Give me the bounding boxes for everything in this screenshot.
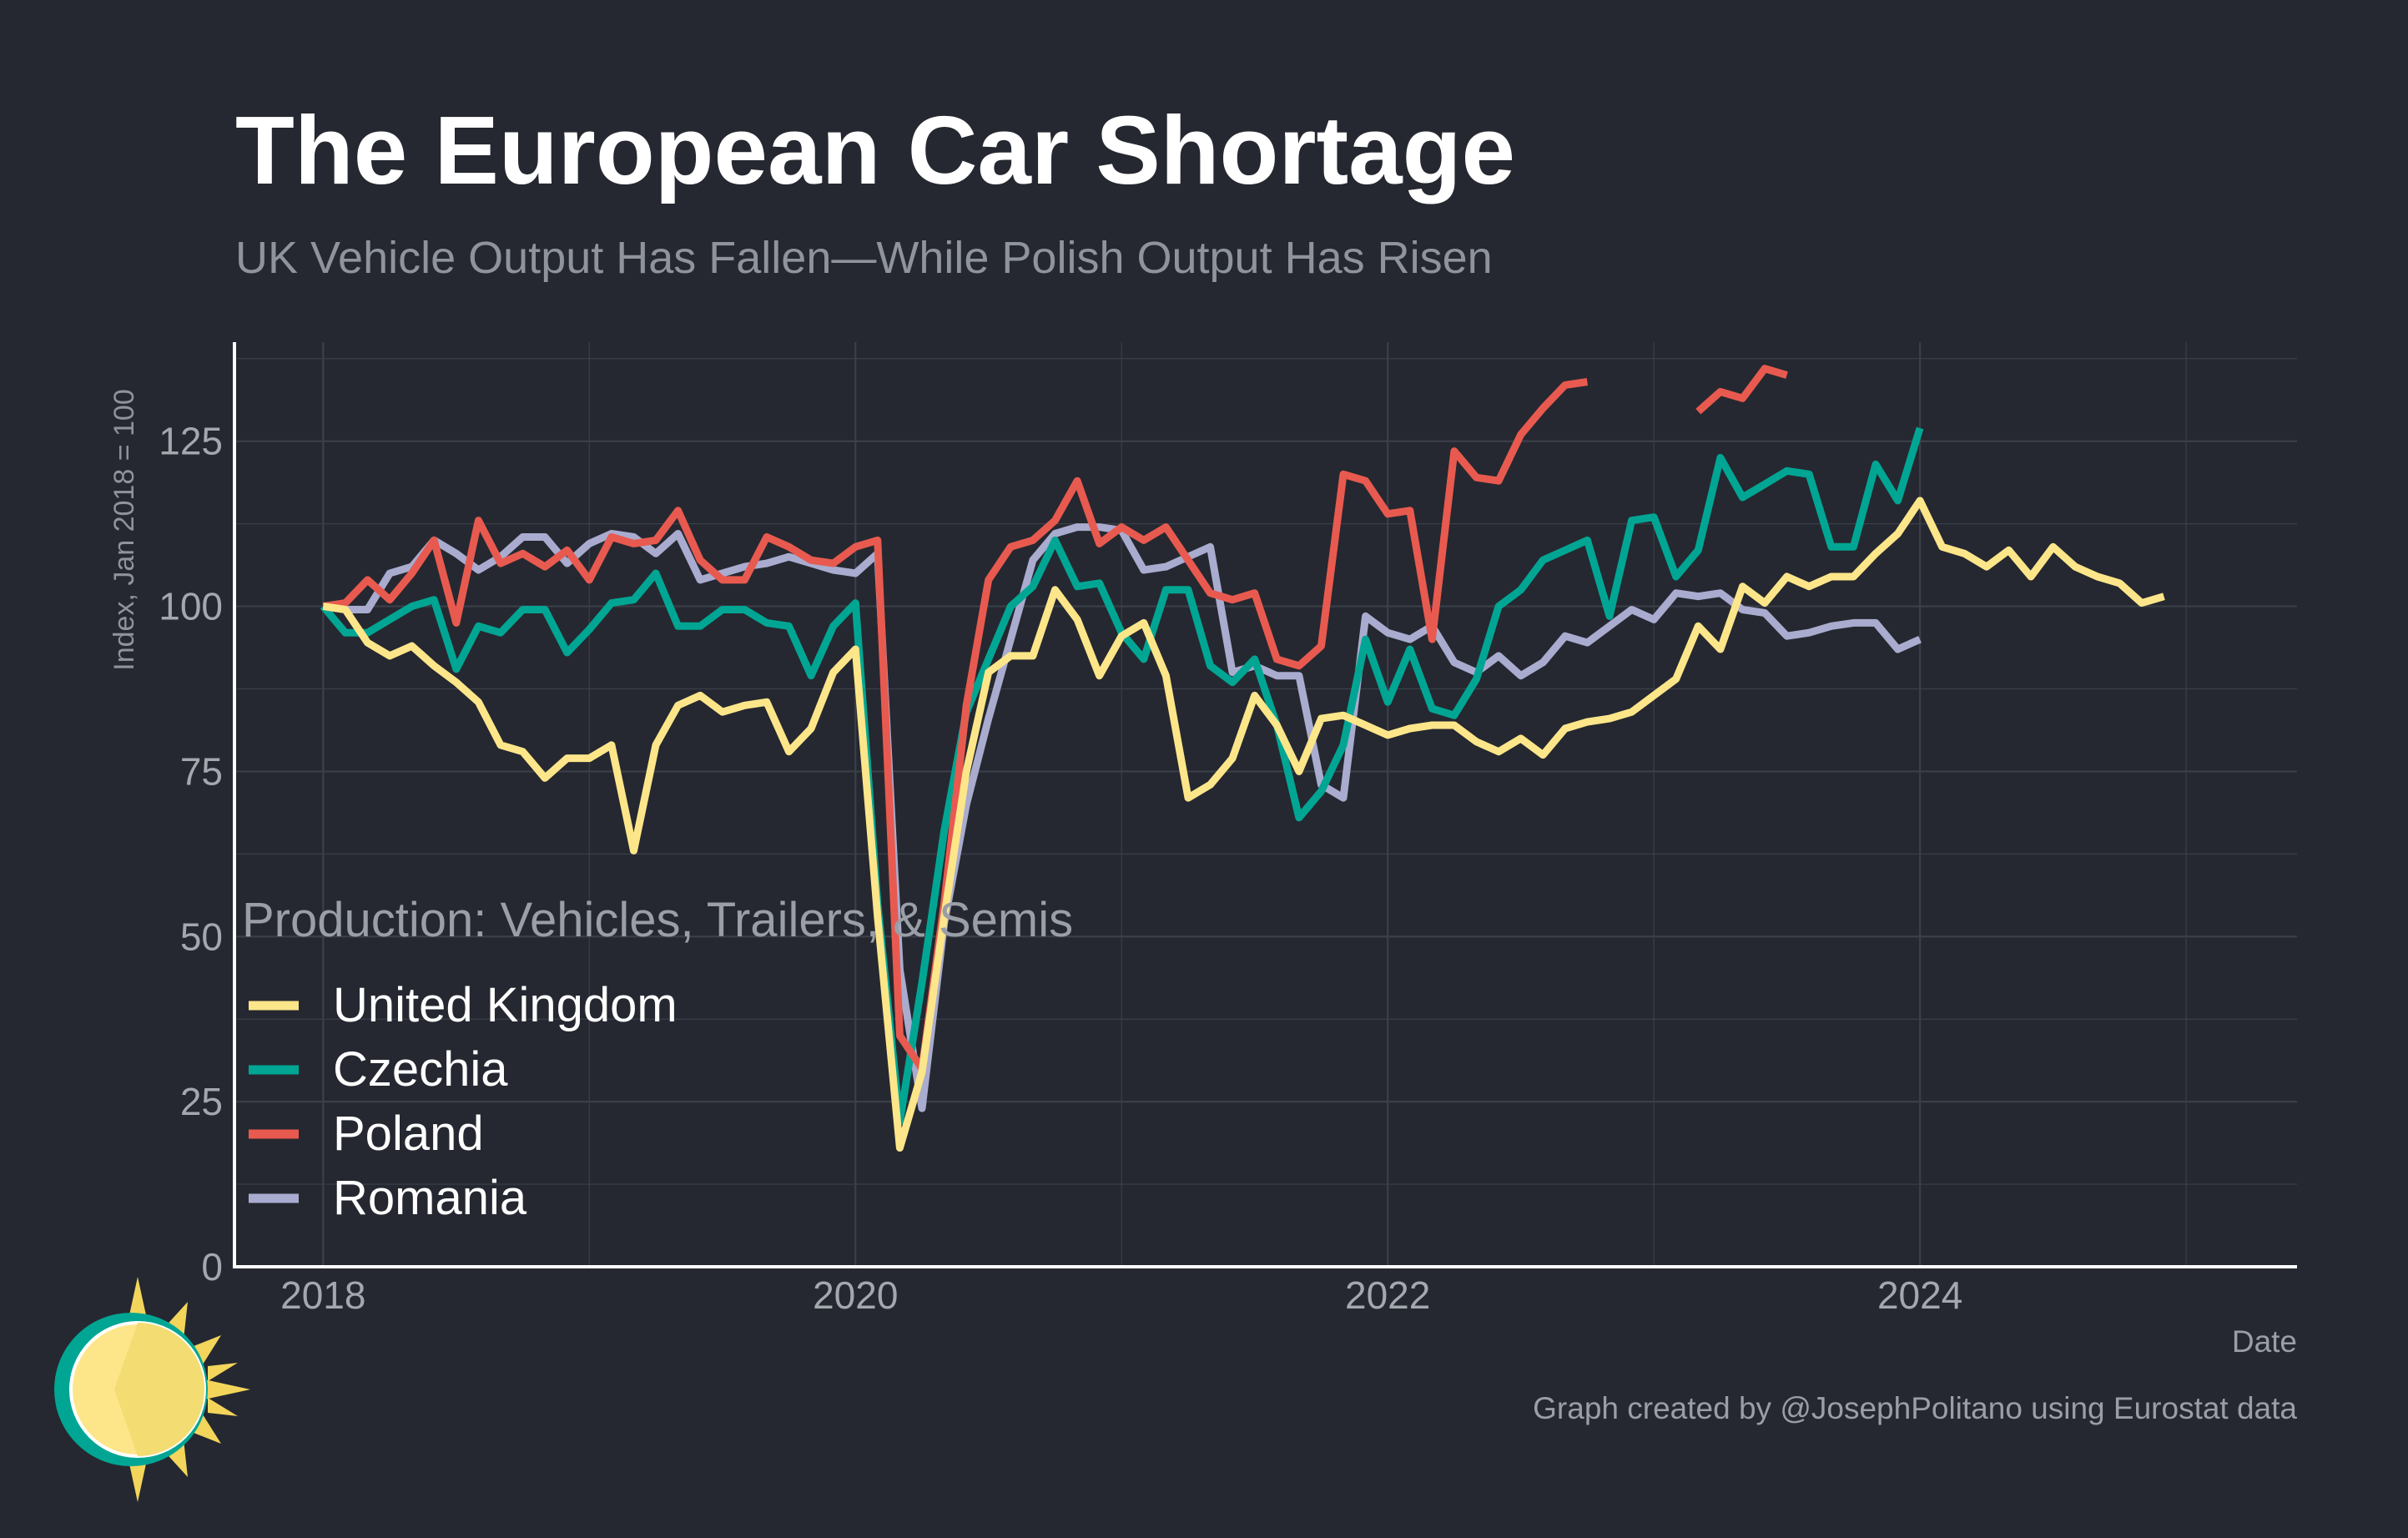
legend-label-united-kingdom: United Kingdom xyxy=(333,978,678,1032)
y-tick-label: 0 xyxy=(201,1245,223,1288)
chart-subtitle: UK Vehicle Output Has Fallen—While Polis… xyxy=(235,233,1493,283)
axis-ticks: 0 25 50 75 100 125 2018 2020 2022 2024 xyxy=(159,420,1962,1317)
x-axis-label: Date xyxy=(2232,1324,2297,1359)
y-tick-label: 50 xyxy=(180,915,223,958)
legend-label-czechia: Czechia xyxy=(333,1042,508,1097)
x-tick-label: 2018 xyxy=(280,1273,365,1317)
series-line-united-kingdom xyxy=(322,497,2165,1152)
y-tick-label: 125 xyxy=(159,420,223,463)
y-tick-label: 75 xyxy=(180,749,223,793)
x-tick-label: 2024 xyxy=(1877,1273,1962,1317)
y-axis-label: Index, Jan 2018 = 100 xyxy=(108,389,140,670)
sun-logo-icon xyxy=(54,1277,250,1502)
chart-title: The European Car Shortage xyxy=(235,96,1515,204)
x-tick-label: 2020 xyxy=(813,1273,898,1317)
legend-label-poland: Poland xyxy=(333,1107,484,1161)
credit-caption: Graph created by @JosephPolitano using E… xyxy=(1533,1391,2297,1425)
legend-title: Production: Vehicles, Trailers, & Semis xyxy=(242,893,1073,947)
legend: Production: Vehicles, Trailers, & Semis … xyxy=(242,893,1073,1225)
plot-series xyxy=(320,365,2165,1152)
y-tick-label: 25 xyxy=(180,1080,223,1123)
y-tick-label: 100 xyxy=(159,585,223,628)
x-tick-label: 2022 xyxy=(1345,1273,1430,1317)
series-line-poland xyxy=(322,365,1788,1073)
legend-label-romania: Romania xyxy=(333,1171,527,1225)
plot-axes xyxy=(233,342,2297,1268)
plot-grid xyxy=(234,342,2297,1267)
